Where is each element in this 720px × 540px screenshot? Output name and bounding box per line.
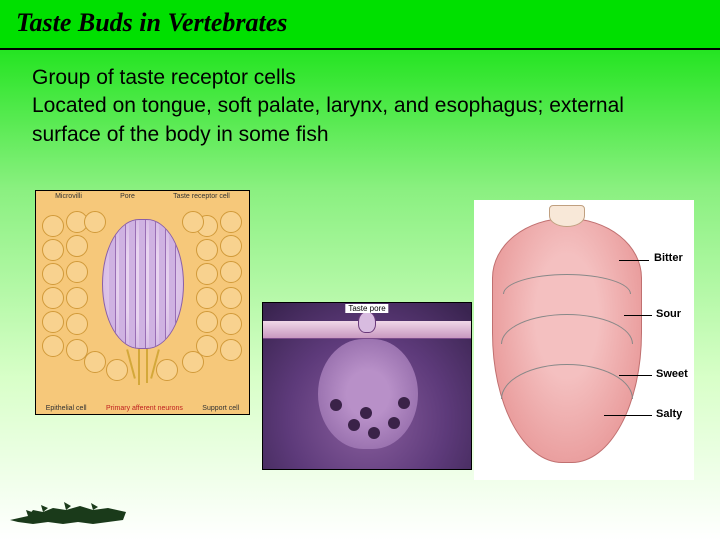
title-bar: Taste Buds in Vertebrates bbox=[0, 0, 720, 50]
label-pore: Pore bbox=[120, 193, 135, 200]
fig1-top-labels: Microvilli Pore Taste receptor cell bbox=[36, 193, 249, 200]
label-sour: Sour bbox=[656, 308, 681, 320]
body-line-1: Group of taste receptor cells bbox=[32, 64, 692, 92]
label-bitter: Bitter bbox=[654, 252, 683, 264]
label-microvilli: Microvilli bbox=[55, 193, 82, 200]
epiglottis bbox=[549, 205, 585, 227]
figures-region: Microvilli Pore Taste receptor cell Epit… bbox=[0, 190, 720, 470]
label-receptor-cell: Taste receptor cell bbox=[173, 193, 230, 200]
taste-bud-body bbox=[102, 219, 184, 349]
afferent-nerves bbox=[128, 349, 158, 389]
label-salty: Salty bbox=[656, 408, 682, 420]
label-epithelial-cell: Epithelial cell bbox=[46, 405, 87, 412]
tongue-shape bbox=[492, 218, 642, 463]
label-sweet: Sweet bbox=[656, 368, 688, 380]
crocodile-icon bbox=[8, 490, 128, 530]
label-taste-pore: Taste pore bbox=[345, 304, 388, 313]
slide-title: Taste Buds in Vertebrates bbox=[16, 8, 704, 38]
figure-histology-micrograph: Taste pore bbox=[262, 302, 472, 470]
label-support-cell: Support cell bbox=[202, 405, 239, 412]
fig1-bottom-labels: Epithelial cell Primary afferent neurons… bbox=[36, 405, 249, 412]
taste-pore bbox=[358, 311, 376, 333]
body-line-2: Located on tongue, soft palate, larynx, … bbox=[32, 92, 692, 149]
label-afferent-neurons: Primary afferent neurons bbox=[106, 405, 183, 412]
body-text: Group of taste receptor cells Located on… bbox=[0, 50, 720, 149]
figure-tongue-taste-map: Bitter Sour Sweet Salty bbox=[474, 200, 694, 480]
figure-taste-bud-schematic: Microvilli Pore Taste receptor cell Epit… bbox=[35, 190, 250, 415]
taste-bud-section bbox=[318, 339, 418, 449]
